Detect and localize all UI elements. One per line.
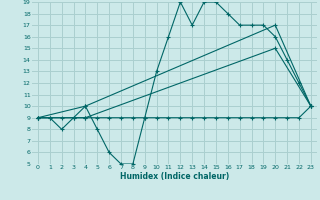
X-axis label: Humidex (Indice chaleur): Humidex (Indice chaleur): [120, 172, 229, 181]
